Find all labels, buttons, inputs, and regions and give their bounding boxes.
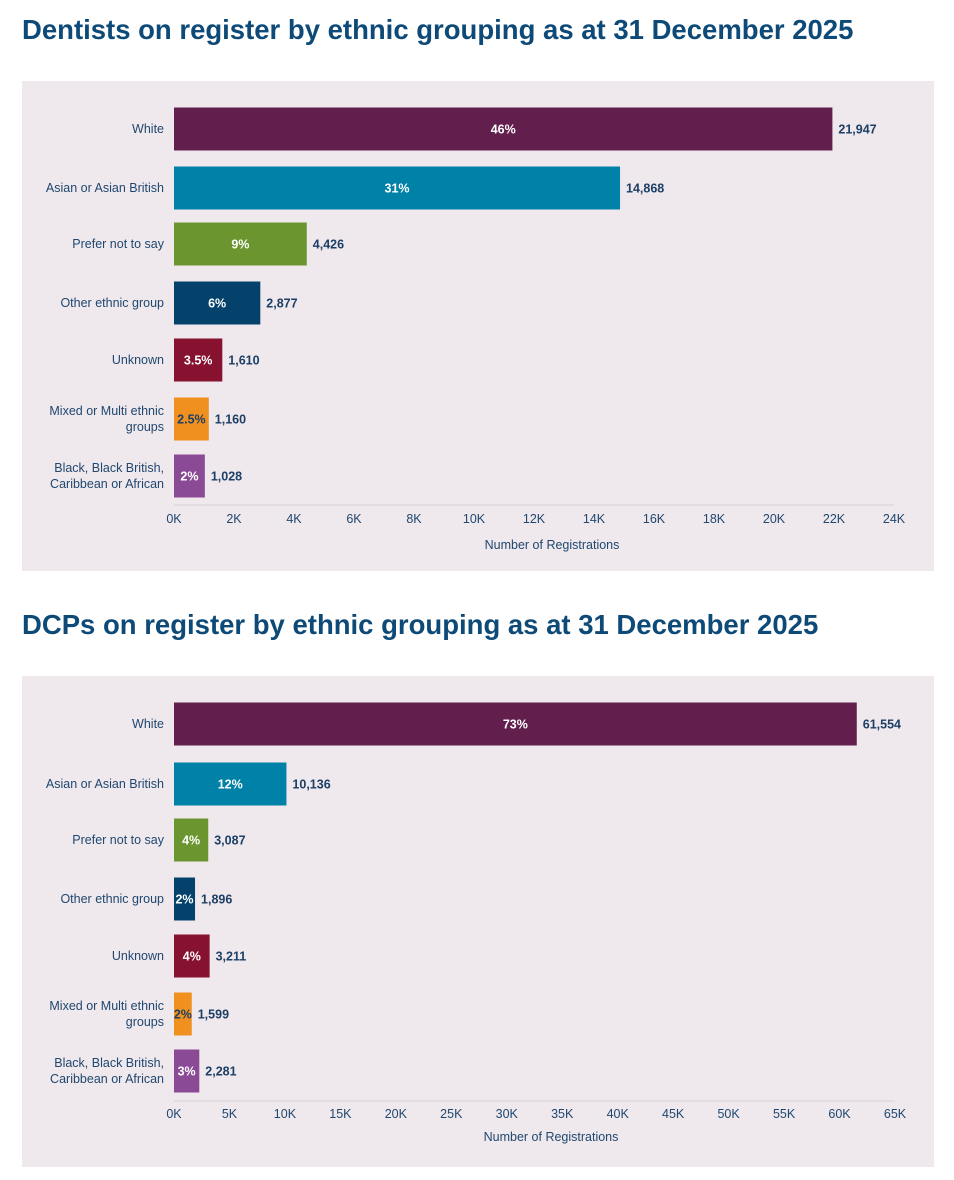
category-label: White bbox=[132, 122, 164, 136]
bar bbox=[174, 1049, 200, 1093]
category-label: Black, Black British, Caribbean or Africa… bbox=[50, 1056, 164, 1086]
percent-label: 2.5% bbox=[177, 413, 206, 427]
tick-label: 16K bbox=[643, 512, 666, 526]
tick-label: 25K bbox=[440, 1107, 463, 1121]
bar bbox=[174, 397, 209, 441]
percent-label: 2% bbox=[175, 893, 193, 907]
tick-label: 10K bbox=[274, 1107, 297, 1121]
tick-label: 24K bbox=[883, 512, 906, 526]
bar bbox=[174, 166, 621, 210]
value-label: 2,877 bbox=[266, 297, 297, 311]
bar bbox=[174, 107, 833, 151]
bar bbox=[174, 338, 223, 382]
tick-label: 45K bbox=[662, 1107, 685, 1121]
percent-label: 46% bbox=[491, 123, 516, 137]
value-label: 4,426 bbox=[313, 238, 344, 252]
value-label: 1,028 bbox=[211, 470, 242, 484]
category-label: White bbox=[132, 717, 164, 731]
category-label: Prefer not to say bbox=[72, 237, 164, 251]
percent-label: 9% bbox=[231, 238, 249, 252]
category-label: Black, Black British, Caribbean or Africa… bbox=[50, 461, 164, 491]
tick-label: 12K bbox=[523, 512, 546, 526]
category-label: Unknown bbox=[112, 353, 164, 367]
bar bbox=[174, 818, 209, 862]
category-label: Other ethnic group bbox=[60, 892, 164, 906]
percent-label: 3.5% bbox=[184, 354, 213, 368]
percent-label: 12% bbox=[218, 778, 243, 792]
category-label: Unknown bbox=[112, 949, 164, 963]
bar bbox=[174, 934, 210, 978]
tick-label: 2K bbox=[226, 512, 242, 526]
tick-label: 35K bbox=[551, 1107, 574, 1121]
tick-label: 50K bbox=[717, 1107, 740, 1121]
bar bbox=[174, 877, 196, 921]
tick-label: 10K bbox=[463, 512, 486, 526]
category-label: Prefer not to say bbox=[72, 833, 164, 847]
category-label: Other ethnic group bbox=[60, 296, 164, 310]
tick-label: 20K bbox=[385, 1107, 408, 1121]
value-label: 61,554 bbox=[863, 718, 901, 732]
bar bbox=[174, 454, 205, 498]
percent-label: 31% bbox=[385, 182, 410, 196]
percent-label: 2% bbox=[174, 1008, 192, 1022]
tick-label: 4K bbox=[286, 512, 302, 526]
tick-label: 20K bbox=[763, 512, 786, 526]
chart-panel-dcps: White 73% 61,554 Asian or Asian British 12% 1… bbox=[22, 676, 934, 1167]
tick-label: 0K bbox=[166, 512, 182, 526]
value-label: 1,160 bbox=[215, 413, 246, 427]
x-axis-title: Number of Registrations bbox=[484, 1130, 619, 1144]
bar-chart-dcps: White 73% 61,554 Asian or Asian British 12% 1… bbox=[46, 702, 907, 1144]
bar-chart-dentists: White 46% 21,947 Asian or Asian British 31% 1… bbox=[46, 107, 906, 552]
chart-panel-dentists: White 46% 21,947 Asian or Asian British 31% 1… bbox=[22, 81, 934, 571]
category-label: Asian or Asian British bbox=[46, 181, 164, 195]
tick-label: 55K bbox=[773, 1107, 796, 1121]
tick-label: 60K bbox=[828, 1107, 851, 1121]
value-label: 10,136 bbox=[292, 778, 330, 792]
tick-label: 8K bbox=[406, 512, 422, 526]
chart-title-dcps: DCPs on register by ethnic grouping as a… bbox=[22, 609, 819, 640]
value-label: 3,211 bbox=[216, 950, 247, 964]
tick-label: 5K bbox=[222, 1107, 238, 1121]
tick-label: 30K bbox=[496, 1107, 519, 1121]
chart-title-dentists: Dentists on register by ethnic grouping … bbox=[22, 14, 854, 45]
tick-label: 14K bbox=[583, 512, 606, 526]
tick-label: 65K bbox=[884, 1107, 907, 1121]
bar bbox=[174, 702, 857, 746]
percent-label: 73% bbox=[503, 718, 528, 732]
tick-label: 40K bbox=[607, 1107, 630, 1121]
percent-label: 3% bbox=[178, 1065, 196, 1079]
tick-label: 15K bbox=[329, 1107, 352, 1121]
value-label: 1,610 bbox=[228, 354, 259, 368]
value-label: 21,947 bbox=[838, 123, 876, 137]
x-axis-title: Number of Registrations bbox=[485, 538, 620, 552]
value-label: 1,599 bbox=[198, 1008, 229, 1022]
category-label: Asian or Asian British bbox=[46, 777, 164, 791]
category-label: Mixed or Multi ethnic groups bbox=[49, 999, 164, 1029]
bar bbox=[174, 762, 287, 806]
bar bbox=[174, 222, 307, 266]
value-label: 3,087 bbox=[214, 834, 245, 848]
percent-label: 4% bbox=[182, 834, 200, 848]
bar bbox=[174, 992, 192, 1036]
percent-label: 6% bbox=[208, 297, 226, 311]
value-label: 14,868 bbox=[626, 182, 664, 196]
category-label: Mixed or Multi ethnic groups bbox=[49, 404, 164, 434]
tick-label: 18K bbox=[703, 512, 726, 526]
tick-label: 6K bbox=[346, 512, 362, 526]
value-label: 2,281 bbox=[205, 1065, 236, 1079]
percent-label: 4% bbox=[183, 950, 201, 964]
percent-label: 2% bbox=[180, 470, 198, 484]
tick-label: 0K bbox=[166, 1107, 182, 1121]
bar bbox=[174, 281, 261, 325]
value-label: 1,896 bbox=[201, 893, 232, 907]
tick-label: 22K bbox=[823, 512, 846, 526]
